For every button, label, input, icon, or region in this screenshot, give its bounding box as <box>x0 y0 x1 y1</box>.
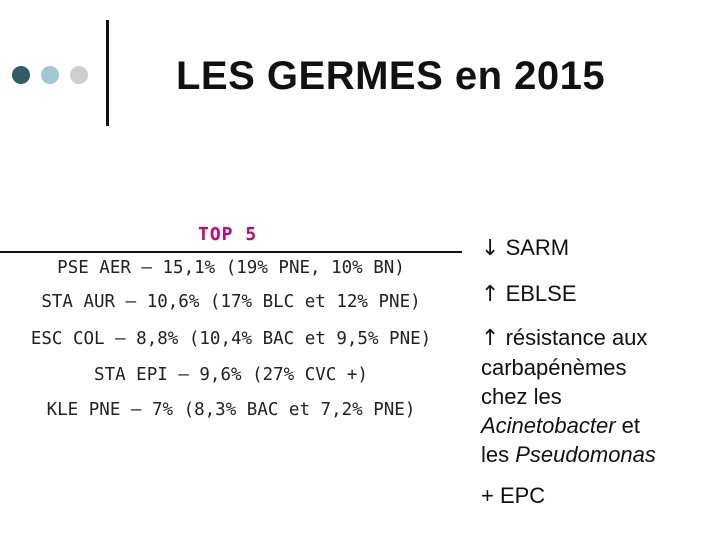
top5-heading: TOP 5 <box>198 224 258 245</box>
bullet-dot-grey <box>70 66 88 84</box>
epc-line: + EPC <box>481 483 546 508</box>
resistance-block: ↑ résistance aux carbapénèmes chez les A… <box>481 323 656 469</box>
resistance-text: résistance aux <box>505 325 648 350</box>
arrow-up-icon: ↑ <box>481 326 500 351</box>
resistance-line-5: les Pseudomonas <box>481 440 656 469</box>
eblse-line: ↑ EBLSE <box>481 279 577 309</box>
resistance-line-4: Acinetobacter et <box>481 411 656 440</box>
acinetobacter-text: Acinetobacter <box>481 413 616 438</box>
resistance-line-1: ↑ résistance aux <box>481 323 656 353</box>
sarm-line: ↓ SARM <box>481 233 569 263</box>
list-item: KLE PNE – 7% (8,3% BAC et 7,2% PNE) <box>46 400 416 420</box>
bullet-dot-light-blue <box>41 66 59 84</box>
list-item: ESC COL – 8,8% (10,4% BAC et 9,5% PNE) <box>30 329 432 349</box>
sarm-text: SARM <box>505 235 570 260</box>
resistance-line-3: chez les <box>481 384 562 409</box>
list-item: STA EPI – 9,6% (27% CVC +) <box>94 365 368 385</box>
arrow-down-icon: ↓ <box>481 236 500 261</box>
arrow-up-icon: ↑ <box>481 282 500 307</box>
pseudomonas-text: Pseudomonas <box>515 442 656 467</box>
conjunction-text: et <box>615 413 640 438</box>
eblse-text: EBLSE <box>505 281 577 306</box>
bullet-dot-dark <box>12 66 30 84</box>
list-item: STA AUR – 10,6% (17% BLC et 12% PNE) <box>41 292 421 312</box>
top5-separator <box>0 251 462 253</box>
resistance-line-2: carbapénèmes <box>481 355 627 380</box>
list-item: PSE AER – 15,1% (19% PNE, 10% BN) <box>57 258 405 278</box>
slide-title: LES GERMES en 2015 <box>176 54 606 98</box>
title-divider-line <box>106 20 109 126</box>
article-text: les <box>481 442 516 467</box>
